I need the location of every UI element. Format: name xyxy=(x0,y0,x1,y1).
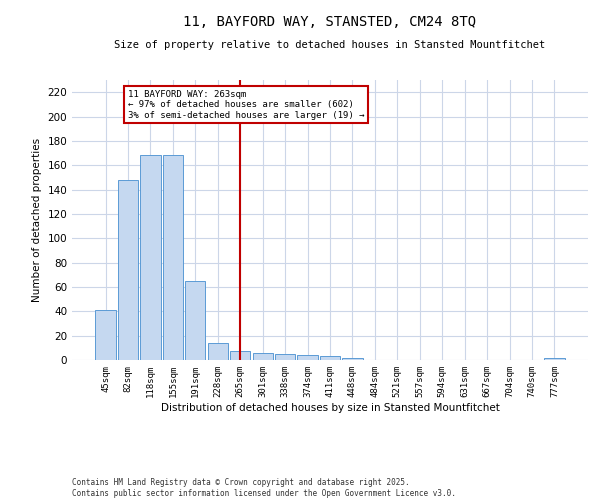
Bar xyxy=(163,156,183,360)
Text: Size of property relative to detached houses in Stansted Mountfitchet: Size of property relative to detached ho… xyxy=(115,40,545,50)
Bar xyxy=(343,358,362,360)
Bar xyxy=(185,281,205,360)
Text: 11 BAYFORD WAY: 263sqm
← 97% of detached houses are smaller (602)
3% of semi-det: 11 BAYFORD WAY: 263sqm ← 97% of detached… xyxy=(128,90,364,120)
Bar xyxy=(230,352,250,360)
Bar xyxy=(544,358,565,360)
X-axis label: Distribution of detached houses by size in Stansted Mountfitchet: Distribution of detached houses by size … xyxy=(161,402,499,412)
Y-axis label: Number of detached properties: Number of detached properties xyxy=(32,138,42,302)
Bar xyxy=(275,354,295,360)
Bar xyxy=(208,343,228,360)
Bar xyxy=(140,156,161,360)
Bar xyxy=(118,180,138,360)
Bar xyxy=(298,355,317,360)
Bar xyxy=(253,352,273,360)
Text: 11, BAYFORD WAY, STANSTED, CM24 8TQ: 11, BAYFORD WAY, STANSTED, CM24 8TQ xyxy=(184,15,476,29)
Bar xyxy=(320,356,340,360)
Text: Contains HM Land Registry data © Crown copyright and database right 2025.
Contai: Contains HM Land Registry data © Crown c… xyxy=(72,478,456,498)
Bar xyxy=(95,310,116,360)
